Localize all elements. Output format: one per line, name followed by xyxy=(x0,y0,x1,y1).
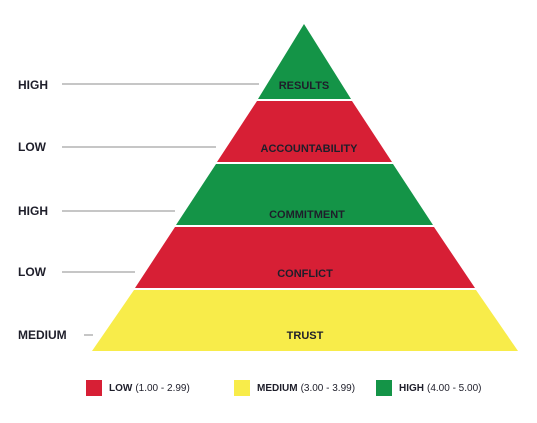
legend-range-low: (1.00 - 2.99) xyxy=(135,382,190,394)
legend-swatch-high xyxy=(376,380,392,396)
legend-name-medium: MEDIUM xyxy=(257,382,298,394)
layer-label-conflict: CONFLICT xyxy=(277,268,333,280)
layer-label-accountability: ACCOUNTABILITY xyxy=(261,143,359,155)
layer-results xyxy=(258,24,351,99)
legend-item-low: LOW (1.00 - 2.99) xyxy=(86,380,190,396)
layer-accountability xyxy=(217,101,392,162)
legend-range-medium: (3.00 - 3.99) xyxy=(300,382,356,394)
legend-name-high: HIGH xyxy=(399,382,424,394)
level-label-results: HIGH xyxy=(18,78,48,92)
layer-label-results: RESULTS xyxy=(279,80,330,92)
level-label-conflict: LOW xyxy=(18,265,46,279)
legend-swatch-medium xyxy=(234,380,250,396)
legend-swatch-low xyxy=(86,380,102,396)
layer-conflict xyxy=(135,227,475,288)
layer-label-commitment: COMMITMENT xyxy=(269,209,345,221)
layer-commitment xyxy=(176,164,433,225)
legend-item-medium: MEDIUM (3.00 - 3.99) xyxy=(234,380,355,396)
level-label-commitment: HIGH xyxy=(18,204,48,218)
layer-trust xyxy=(92,290,518,351)
legend-item-high: HIGH (4.00 - 5.00) xyxy=(376,380,481,396)
legend-range-high: (4.00 - 5.00) xyxy=(427,382,482,394)
layer-label-trust: TRUST xyxy=(287,330,324,342)
legend: LOW (1.00 - 2.99) MEDIUM (3.00 - 3.99) H… xyxy=(0,380,537,396)
level-label-trust: MEDIUM xyxy=(18,328,67,342)
legend-name-low: LOW xyxy=(109,382,133,394)
level-label-accountability: LOW xyxy=(18,140,46,154)
